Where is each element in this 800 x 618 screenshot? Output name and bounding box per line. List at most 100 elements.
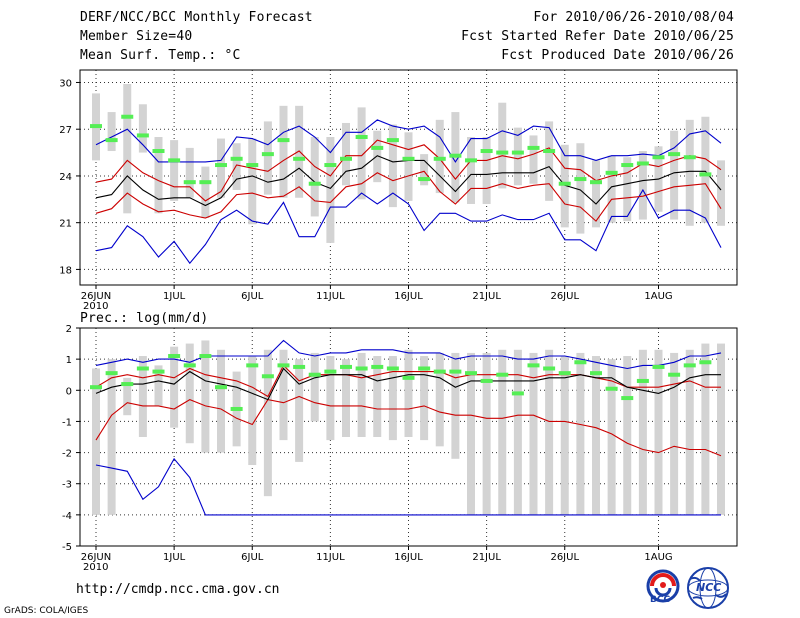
ensemble-box: [560, 144, 569, 228]
median-marker: [246, 163, 259, 168]
ensemble-box: [185, 147, 194, 198]
ensemble-box: [482, 352, 491, 515]
median-marker: [590, 371, 602, 376]
y-tick-label: 1: [66, 355, 72, 366]
median-marker: [668, 372, 681, 377]
median-marker: [465, 371, 477, 376]
ensemble-box: [529, 135, 538, 184]
median-marker: [418, 177, 431, 182]
median-marker: [308, 372, 321, 377]
website-url[interactable]: http://cmdp.ncc.cma.gov.cn: [76, 582, 280, 597]
ensemble-box: [545, 121, 554, 201]
median-marker: [230, 406, 243, 411]
ensemble-box: [420, 154, 429, 186]
median-marker: [402, 156, 415, 161]
median-marker: [527, 363, 540, 368]
median-marker: [199, 354, 212, 359]
x-tick-label: 2010: [83, 562, 108, 573]
y-tick-label: 2: [66, 324, 72, 335]
y-tick-label: -5: [62, 542, 72, 553]
median-marker: [699, 172, 712, 177]
ensemble-box: [310, 352, 319, 422]
median-marker: [168, 158, 181, 163]
y-tick-label: 27: [59, 125, 72, 136]
produced-date: Fcst Produced Date 2010/06/26: [501, 48, 734, 63]
ensemble-box: [154, 136, 163, 214]
grads-credit: GrADS: COLA/IGES: [4, 606, 89, 616]
ensemble-box: [185, 343, 194, 444]
ensemble-box: [685, 349, 694, 515]
ensemble-box: [373, 356, 382, 437]
median-marker: [558, 181, 571, 186]
x-tick-label: 6JUL: [241, 291, 264, 302]
median-marker: [621, 163, 634, 168]
y-tick-label: -1: [62, 417, 72, 428]
series-mean-minus-sd-line: [95, 395, 722, 457]
median-marker: [261, 152, 274, 157]
median-marker: [418, 366, 431, 371]
median-marker: [683, 155, 696, 160]
ensemble-box: [607, 359, 616, 515]
x-tick-label: 21JUL: [472, 291, 501, 302]
series-mean-minus-sd-line: [95, 170, 722, 222]
ensemble-box: [482, 136, 491, 204]
chart-title: DERF/NCC/BCC Monthly Forecast: [80, 10, 313, 25]
ensemble-box: [545, 349, 554, 515]
median-marker: [496, 150, 509, 155]
ensemble-box: [373, 130, 382, 183]
median-marker: [652, 155, 665, 160]
ensemble-box: [279, 349, 288, 441]
forecast-period: For 2010/06/26-2010/08/04: [533, 10, 734, 25]
ensemble-box: [701, 343, 710, 515]
ensemble-box: [342, 359, 350, 437]
median-marker: [355, 366, 368, 371]
ensemble-box: [717, 343, 725, 515]
median-marker: [90, 124, 102, 129]
median-marker: [340, 364, 352, 369]
ensemble-box: [123, 377, 132, 416]
median-marker: [277, 138, 290, 143]
bcc-logo: BCC: [640, 565, 686, 615]
ensemble-box: [326, 356, 335, 441]
median-marker: [527, 145, 540, 150]
median-marker: [183, 180, 196, 185]
x-tick-label: 26JUL: [550, 552, 579, 563]
median-marker: [543, 149, 556, 154]
median-marker: [433, 156, 446, 161]
ensemble-box: [623, 157, 632, 222]
x-tick-label: 2010: [83, 301, 108, 312]
ensemble-box: [670, 130, 679, 220]
x-tick-label: 1JUL: [163, 291, 186, 302]
ensemble-box: [201, 166, 210, 219]
median-marker: [449, 153, 462, 158]
ensemble-box: [467, 352, 475, 515]
median-marker: [277, 363, 290, 368]
median-marker: [246, 363, 259, 368]
median-marker: [636, 378, 649, 383]
median-marker: [152, 369, 165, 374]
series-mean-line: [95, 367, 721, 401]
ensemble-box: [560, 356, 569, 515]
ensemble-box: [154, 365, 163, 406]
median-marker: [574, 177, 587, 182]
ensemble-box: [138, 104, 147, 153]
median-marker: [590, 180, 602, 185]
ensemble-box: [498, 349, 507, 515]
median-marker: [324, 163, 337, 168]
median-marker: [371, 364, 384, 369]
median-marker: [152, 149, 165, 154]
median-marker: [574, 360, 587, 365]
ensemble-box: [217, 349, 225, 453]
series-max-line: [95, 339, 722, 370]
ensemble-box: [107, 359, 116, 515]
median-marker: [480, 149, 493, 154]
ensemble-box: [717, 160, 725, 226]
median-marker: [324, 369, 337, 374]
median-marker: [683, 363, 696, 368]
ensemble-box: [388, 124, 397, 208]
x-tick-label: 21JUL: [472, 552, 501, 563]
median-marker: [465, 158, 477, 163]
median-marker: [261, 374, 274, 379]
